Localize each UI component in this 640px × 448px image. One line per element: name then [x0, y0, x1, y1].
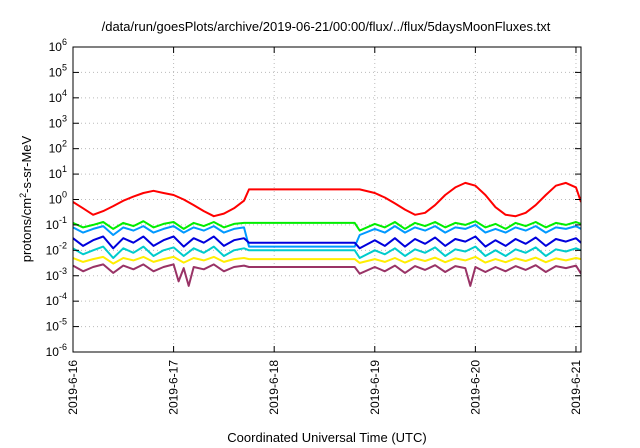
y-tick-base: 10 — [49, 142, 63, 156]
x-axis: 2019-6-16 2019-6-17 2019-6-18 2019-6-19 2019… — [66, 47, 583, 415]
plot-area — [73, 181, 581, 287]
y-tick-base: 10 — [49, 40, 63, 54]
y-tick-label: 101 — [49, 164, 67, 181]
x-tick-label: 2019-6-17 — [167, 360, 181, 415]
x-axis-label: Coordinated Universal Time (UTC) — [227, 430, 426, 445]
y-axis-label-prefix: protons/cm — [19, 198, 34, 262]
y-tick-exp: -6 — [59, 342, 67, 352]
y-tick-label: 10-6 — [46, 342, 67, 359]
y-tick-label: 100 — [49, 190, 67, 207]
x-tick-label: 2019-6-21 — [569, 360, 583, 415]
series-line-3 — [73, 223, 581, 248]
y-tick-exp: -4 — [59, 291, 67, 301]
series-line-6 — [73, 255, 581, 265]
series-line-4 — [73, 235, 581, 250]
y-tick-label: 10-1 — [46, 215, 67, 232]
y-axis: 10-610-510-410-310-210-11001011021031041… — [46, 37, 581, 359]
y-tick-exp: -5 — [59, 317, 67, 327]
y-tick-base: 10 — [46, 294, 60, 308]
chart-title: /data/run/goesPlots/archive/2019-06-21/0… — [102, 19, 551, 34]
y-tick-base: 10 — [46, 218, 60, 232]
y-tick-label: 10-2 — [46, 240, 67, 257]
x-tick-label: 2019-6-18 — [267, 360, 281, 415]
y-tick-exp: -2 — [59, 240, 67, 250]
x-tick-label: 2019-6-16 — [66, 360, 80, 415]
y-tick-label: 105 — [49, 62, 67, 79]
series-line-2 — [73, 220, 581, 232]
y-tick-base: 10 — [46, 345, 60, 359]
y-tick-base: 10 — [46, 320, 60, 334]
y-tick-base: 10 — [49, 91, 63, 105]
y-axis-label-sup: 2 — [18, 193, 28, 198]
y-tick-exp: 4 — [62, 88, 67, 98]
x-tick-label: 2019-6-19 — [368, 360, 382, 415]
y-axis-label: protons/cm2-s-sr-MeV — [18, 135, 34, 262]
y-axis-label-suffix: -s-sr-MeV — [19, 135, 34, 192]
series-line-7 — [73, 263, 581, 287]
y-tick-label: 10-3 — [46, 266, 67, 283]
series-line-1 — [73, 181, 581, 218]
y-tick-label: 102 — [49, 139, 67, 156]
y-tick-base: 10 — [49, 65, 63, 79]
y-tick-exp: 6 — [62, 37, 67, 47]
y-tick-exp: 1 — [62, 164, 67, 174]
grid-lines — [72, 47, 581, 352]
y-tick-base: 10 — [49, 167, 63, 181]
y-tick-label: 104 — [49, 88, 67, 105]
y-tick-label: 10-4 — [46, 291, 67, 308]
y-tick-exp: -3 — [59, 266, 67, 276]
y-tick-base: 10 — [46, 243, 60, 257]
y-tick-base: 10 — [49, 116, 63, 130]
x-tick-label: 2019-6-20 — [468, 360, 482, 415]
y-tick-exp: -1 — [59, 215, 67, 225]
y-tick-exp: 0 — [62, 190, 67, 200]
series-line-5 — [73, 245, 581, 259]
y-tick-exp: 3 — [62, 113, 67, 123]
y-tick-base: 10 — [49, 193, 63, 207]
series-group — [73, 181, 581, 287]
y-tick-exp: 2 — [62, 139, 67, 149]
y-tick-label: 106 — [49, 37, 67, 54]
y-tick-base: 10 — [46, 269, 60, 283]
y-tick-label: 103 — [49, 113, 67, 130]
y-tick-label: 10-5 — [46, 317, 67, 334]
y-tick-exp: 5 — [62, 62, 67, 72]
